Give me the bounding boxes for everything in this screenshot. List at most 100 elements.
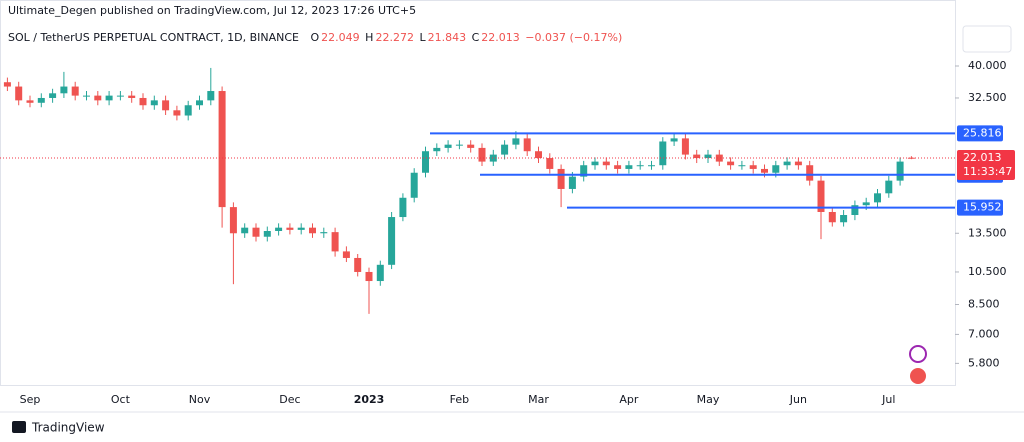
candle-body (648, 165, 655, 167)
level-tag (957, 125, 1003, 142)
candle-body (15, 86, 23, 101)
y-tick-label: 40.000 (968, 59, 1007, 72)
candle-body (489, 154, 497, 162)
icon (910, 368, 926, 384)
candle-body (557, 168, 565, 189)
candle-body (60, 86, 68, 94)
candle-body (772, 165, 780, 173)
x-tick-label: Apr (619, 393, 639, 406)
candle-body (139, 97, 147, 106)
candle-body (184, 105, 192, 116)
candle-body (37, 97, 45, 103)
candle-body (365, 271, 373, 282)
candle-body (568, 176, 576, 189)
candle-body (342, 251, 350, 258)
icon (909, 345, 927, 363)
candle-body (478, 147, 486, 162)
candle-body (241, 227, 249, 234)
candle-body (309, 227, 316, 234)
logo (12, 421, 26, 433)
candle-body (625, 165, 633, 169)
candle-body (659, 141, 667, 166)
candle-body (3, 82, 11, 87)
candle-body (128, 95, 136, 98)
publisher-line: Ultimate_Degen published on TradingView.… (8, 4, 417, 17)
candle-body (727, 161, 735, 166)
candle-body (546, 158, 554, 169)
candle-body (320, 232, 328, 234)
candle-body (444, 144, 452, 148)
x-tick-label: Jun (789, 393, 807, 406)
ohlc-label: O (310, 31, 320, 44)
candle-body (467, 144, 475, 148)
x-tick-label: Dec (279, 393, 300, 406)
candle-body (783, 161, 791, 166)
candle-body (83, 95, 90, 97)
x-tick-label: Sep (20, 393, 41, 406)
candle-body (715, 154, 723, 162)
candle-body (851, 205, 859, 216)
candle-body (105, 95, 113, 101)
candle-body (410, 172, 418, 198)
open-value: 22.049 (321, 31, 360, 44)
countdown: 11:33:47 (963, 165, 1012, 178)
price-label: 22.013 (963, 151, 1002, 164)
candle-body (422, 151, 429, 173)
candle-body (681, 138, 689, 155)
candle-body (275, 227, 283, 232)
scale-button[interactable] (962, 25, 1012, 53)
candle-body (196, 100, 203, 106)
symbol-line: SOL / TetherUS PERPETUAL CONTRACT, 1D, B… (8, 31, 624, 44)
y-tick-label: 7.000 (968, 327, 1000, 340)
candle-body (49, 93, 57, 98)
level-label: 15.952 (963, 201, 1002, 214)
candle-body (862, 202, 870, 206)
candle-body (388, 217, 396, 265)
price-tag (957, 149, 1015, 180)
candle-body (670, 138, 678, 142)
candle-body (354, 257, 362, 272)
candle-body (173, 110, 181, 116)
candle-body (297, 227, 305, 230)
x-tick-label: Jul (881, 393, 895, 406)
candle-body (636, 165, 644, 167)
x-tick-label: Oct (111, 393, 131, 406)
candle-body (455, 144, 463, 146)
candle-body (874, 193, 881, 203)
candle-body (580, 165, 588, 177)
candle-body (749, 165, 757, 169)
x-tick-label: Mar (528, 393, 549, 406)
candle-body (252, 227, 260, 237)
candle-body (602, 161, 610, 166)
y-tick-label: 5.800 (968, 356, 1000, 369)
candle-body (331, 232, 339, 252)
candle-body (896, 161, 904, 181)
candle-body (704, 154, 712, 159)
candle-body (162, 100, 170, 111)
candle-body (817, 180, 825, 212)
candle-body (885, 180, 893, 194)
high-value: 22.272 (375, 31, 414, 44)
candle-body (94, 95, 102, 101)
candle-body (433, 147, 441, 152)
candle-body (71, 86, 79, 96)
ohlc-label: H (365, 31, 374, 44)
level-label: 25.816 (963, 126, 1002, 139)
candle-body (399, 197, 407, 218)
candle-body (501, 144, 509, 155)
low-value: 21.843 (427, 31, 467, 44)
symbol: SOL / TetherUS PERPETUAL CONTRACT, 1D, B… (8, 31, 299, 44)
candle-body (761, 168, 768, 173)
y-tick-label: 32.500 (968, 91, 1007, 104)
candle-body (806, 165, 814, 181)
level-label: 19.744 (963, 168, 1002, 181)
candle-body (150, 100, 158, 106)
candle-body (614, 165, 622, 169)
x-tick-label: May (697, 393, 720, 406)
x-tick-label: Nov (189, 393, 211, 406)
ohlc-label: C (471, 31, 480, 44)
candle-body (263, 231, 271, 237)
change: −0.037 (−0.17%) (525, 31, 623, 44)
close-value: 22.013 (481, 31, 520, 44)
